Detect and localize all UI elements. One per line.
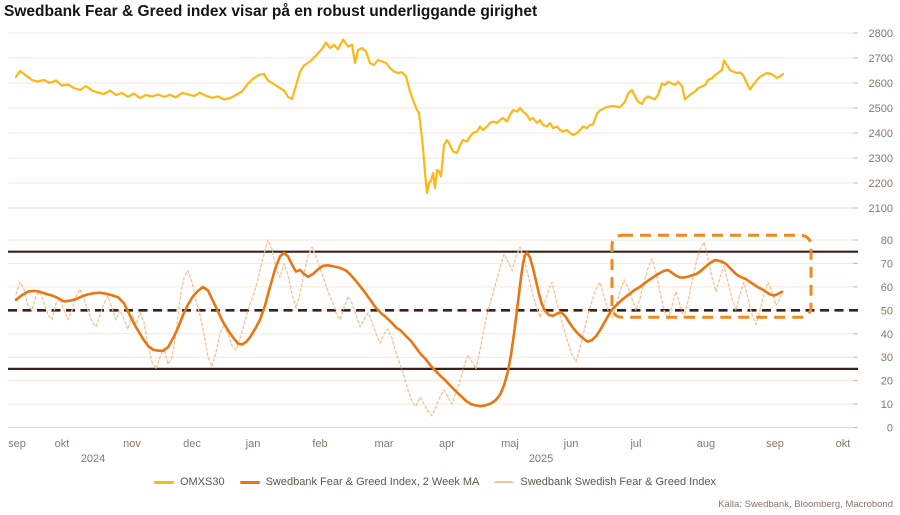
y-axis-label-lower: 70 [881,258,893,270]
x-axis-year-label: 2024 [81,453,105,465]
x-axis-month-label: jul [629,438,641,450]
y-axis-label-upper: 2500 [869,103,893,115]
legend-label-omxs30: OMXS30 [179,476,225,488]
omxs30-line [14,38,785,195]
x-axis-month-label: jan [245,438,261,450]
legend-swatch-omxs30 [153,480,174,484]
chart-canvas: 2100 2200 2300 2400 2500 2600 2700 2800 0 10 20 30 4… [8,28,893,465]
x-axis-month-label: aug [697,438,715,450]
y-axis-label-lower: 10 [881,399,893,411]
x-axis-month-label: apr [439,438,455,450]
legend-item-fg-daily: Swedbank Swedish Fear & Greed Index [494,476,716,488]
x-axis-month-label: sep [766,438,784,450]
x-axis-month-label: okt [55,438,70,450]
x-axis-month-label: dec [183,438,201,450]
x-axis-month-label: feb [312,438,327,450]
x-axis-month-label: mar [375,438,394,450]
y-axis-label-lower: 0 [887,423,893,435]
fear-greed-ma-line [14,251,784,408]
y-axis-label-upper: 2100 [869,203,893,215]
y-axis-label-lower: 80 [881,235,893,247]
y-axis-label-lower: 40 [881,329,893,341]
legend-swatch-fg-daily [494,481,515,483]
x-axis-month-label: okt [836,438,851,450]
x-axis-year-label: 2025 [529,453,553,465]
x-axis-month-label: nov [123,438,141,450]
source-note: Källa: Swedbank, Bloomberg, Macrobond [718,499,893,510]
legend-label-fg-ma: Swedbank Fear & Greed Index, 2 Week MA [265,476,480,488]
y-axis-label-lower: 60 [881,282,893,294]
x-axis-month-label: maj [501,438,519,450]
legend-label-fg-daily: Swedbank Swedish Fear & Greed Index [520,476,717,488]
fear-greed-daily-line [15,239,784,417]
x-axis-month-label: sep [8,438,26,450]
y-axis-label-upper: 2400 [869,128,893,140]
chart-legend: OMXS30 Swedbank Fear & Greed Index, 2 We… [0,476,870,488]
y-axis-label-upper: 2200 [869,178,893,190]
y-axis-label-lower: 30 [881,352,893,364]
highlight-box [610,233,813,319]
y-axis-label-lower: 50 [881,305,893,317]
y-axis-label-upper: 2800 [869,28,893,40]
chart-title: Swedbank Fear & Greed index visar på en … [4,3,538,20]
legend-swatch-fg-ma [239,480,260,484]
legend-item-omxs30: OMXS30 [153,476,225,488]
x-axis-month-label: jun [563,438,579,450]
y-axis-label-upper: 2600 [869,78,893,90]
y-axis-label-lower: 20 [881,376,893,388]
legend-item-fg-ma: Swedbank Fear & Greed Index, 2 Week MA [239,476,480,488]
y-axis-label-upper: 2700 [869,53,893,65]
y-axis-label-upper: 2300 [869,153,893,165]
